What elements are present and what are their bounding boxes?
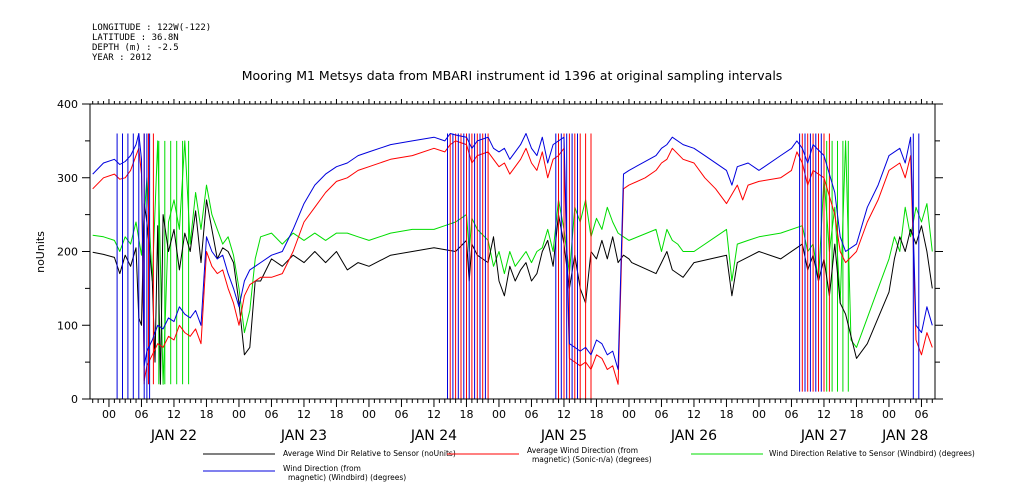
chart-title: Mooring M1 Metsys data from MBARI instru…: [242, 68, 783, 83]
series-spikes-3-0: [116, 133, 151, 399]
x-hour-label: 00: [622, 408, 636, 421]
x-day-label: JAN 27: [800, 428, 847, 444]
x-hour-label: 00: [752, 408, 766, 421]
x-hour-label: 18: [329, 408, 343, 421]
depth-text: DEPTH (m) : -2.5: [92, 43, 179, 53]
x-hour-label: 06: [394, 408, 408, 421]
x-hour-label: 06: [914, 408, 928, 421]
series-line-2: [92, 140, 933, 385]
x-day-label: JAN 23: [280, 428, 327, 444]
x-hour-label: 06: [264, 408, 278, 421]
y-tick-label: 0: [71, 393, 78, 406]
x-hour-label: 12: [167, 408, 181, 421]
x-day-label: JAN 22: [150, 428, 197, 444]
x-hour-label: 06: [784, 408, 798, 421]
x-hour-label: 06: [524, 408, 538, 421]
x-day-label: JAN 28: [881, 428, 928, 444]
x-hour-label: 18: [459, 408, 473, 421]
x-hour-label: 12: [687, 408, 701, 421]
series-spikes-3-3: [799, 133, 822, 392]
year-text: YEAR : 2012: [92, 53, 152, 63]
x-hour-label: 12: [427, 408, 441, 421]
series-spikes-1-1: [449, 133, 489, 399]
x-hour-label: 18: [199, 408, 213, 421]
x-day-label: JAN 24: [410, 428, 457, 444]
x-hour-label: 06: [134, 408, 148, 421]
x-hour-label: 00: [102, 408, 116, 421]
x-hour-label: 18: [719, 408, 733, 421]
plot-area: [92, 133, 933, 399]
x-hour-label: 06: [654, 408, 668, 421]
x-hour-label: 12: [557, 408, 571, 421]
series-line-3: [92, 133, 933, 370]
y-tick-label: 100: [57, 319, 78, 332]
x-hour-label: 12: [297, 408, 311, 421]
x-hour-label: 12: [817, 408, 831, 421]
metadata-block: LONGITUDE : 122W(-122) LATITUDE : 36.8N …: [92, 23, 211, 63]
series-spikes-3-2: [555, 133, 578, 399]
longitude-text: LONGITUDE : 122W(-122): [92, 23, 211, 33]
axis-layer: 0 100 200 300 400 00 06 12 18 00 06 12 18 00 06 12 18 00 0…: [57, 98, 943, 444]
series-spikes-2-1: [826, 140, 849, 392]
series-line-1: [92, 140, 933, 385]
series-spikes-1-2: [558, 133, 592, 399]
series-spikes-3-1: [447, 133, 486, 399]
y-tick-label: 200: [57, 246, 78, 259]
y-axis-label: noUnits: [34, 231, 47, 273]
legend-label-3: Wind Direction (from: [283, 464, 361, 473]
x-day-label: JAN 26: [670, 428, 717, 444]
legend-label-0: Average Wind Dir Relative to Sensor (noU…: [283, 449, 456, 458]
y-tick-label: 300: [57, 172, 78, 185]
latitude-text: LATITUDE : 36.8N: [92, 33, 179, 43]
legend: Average Wind Dir Relative to Sensor (noU…: [203, 446, 975, 482]
x-hour-label: 00: [232, 408, 246, 421]
series-line-0: [92, 199, 933, 385]
legend-label2-1: magnetic) (Sonic-n/a) (degrees): [532, 455, 652, 464]
series-layer: [92, 133, 933, 399]
series-spikes-3-4: [912, 133, 920, 399]
legend-label-2: Wind Direction Relative to Sensor (Windb…: [769, 449, 975, 458]
x-hour-label: 00: [882, 408, 896, 421]
x-day-label: JAN 25: [540, 428, 587, 444]
legend-label-1: Average Wind Direction (from: [527, 446, 638, 455]
x-hour-label: 00: [362, 408, 376, 421]
y-tick-label: 400: [57, 98, 78, 111]
series-spikes-1-3: [801, 133, 830, 392]
legend-label2-3: magnetic) (Windbird) (degrees): [288, 473, 406, 482]
x-hour-label: 00: [492, 408, 506, 421]
x-hour-label: 18: [589, 408, 603, 421]
x-hour-label: 18: [849, 408, 863, 421]
